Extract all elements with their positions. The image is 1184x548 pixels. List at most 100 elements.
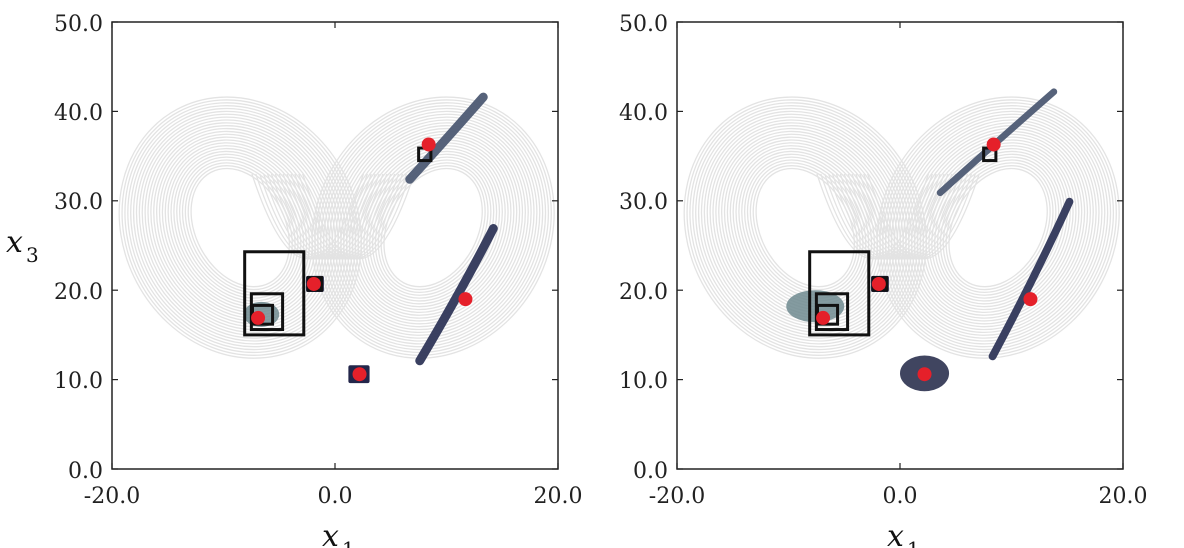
right-trajectory-loop xyxy=(738,150,873,305)
left-trajectory-loop xyxy=(317,102,550,354)
right-attractor-trajectory xyxy=(683,96,1120,359)
left-trajectory-loop xyxy=(181,159,299,296)
right-trajectory-loop xyxy=(890,110,1106,345)
left-trajectory-loop xyxy=(187,165,293,291)
right-cluster-band xyxy=(988,197,1074,361)
right-trajectory-loop xyxy=(911,130,1086,325)
left-trajectory-loop xyxy=(320,105,547,351)
right-trajectory-loop xyxy=(746,159,864,296)
right-cluster-band xyxy=(936,88,1058,197)
left-cluster-band xyxy=(415,224,498,366)
right-trajectory-loop xyxy=(922,142,1074,314)
right-red-point xyxy=(917,367,932,382)
right-red-point xyxy=(816,310,831,325)
right-trajectory-loop xyxy=(718,130,893,325)
right-ytick-label: 20.0 xyxy=(619,280,668,305)
left-trajectory-loop xyxy=(147,125,334,331)
right-trajectory-loop xyxy=(721,133,890,322)
left-trajectory-loop xyxy=(118,96,362,359)
left-cluster-band xyxy=(405,92,488,184)
right-ytick-label: 0.0 xyxy=(633,459,668,484)
right-trajectory-loop xyxy=(735,147,876,308)
right-trajectory-loop xyxy=(876,96,1120,359)
right-trajectory-loop xyxy=(712,125,899,331)
left-trajectory-loop xyxy=(170,147,311,308)
right-trajectory-loop xyxy=(697,110,913,345)
left-trajectory-strand xyxy=(302,173,415,260)
right-trajectory-loop xyxy=(908,127,1089,328)
right-trajectory-loop xyxy=(732,145,878,311)
left-red-point xyxy=(306,276,321,291)
left-ytick-label: 40.0 xyxy=(54,101,103,126)
left-ytick-label: 10.0 xyxy=(54,369,103,394)
left-trajectory-loop xyxy=(173,150,308,305)
right-trajectory-loop xyxy=(686,99,925,356)
right-trajectory-loop xyxy=(715,127,896,328)
left-attractor-trajectory xyxy=(118,96,555,359)
left-ytick-label: 20.0 xyxy=(54,280,103,305)
right-trajectory-loop xyxy=(706,119,904,336)
left-trajectory-loop xyxy=(334,119,532,336)
left-region-box xyxy=(243,250,306,337)
right-xtick-label: 20.0 xyxy=(1099,484,1148,509)
left-red-point xyxy=(458,292,473,307)
left-xtick-label: -20.0 xyxy=(84,484,140,509)
right-xtick-label: 0.0 xyxy=(883,484,918,509)
right-trajectory-loop xyxy=(942,162,1054,294)
left-trajectory-loop xyxy=(346,130,521,325)
left-trajectory-loop xyxy=(150,127,331,328)
right-red-point xyxy=(986,137,1001,152)
left-trajectory-loop xyxy=(363,147,503,308)
right-ytick-label: 40.0 xyxy=(619,101,668,126)
right-xtick-label: -20.0 xyxy=(649,484,705,509)
right-red-point xyxy=(871,276,886,291)
right-red-point xyxy=(1023,292,1038,307)
left-ytick-label: 30.0 xyxy=(54,190,103,215)
right-trajectory-loop xyxy=(683,96,927,359)
left-trajectory-loop xyxy=(314,99,552,356)
right-trajectory-loop xyxy=(723,136,887,319)
left-trajectory-loop xyxy=(141,119,339,336)
left-red-point xyxy=(352,367,367,382)
left-trajectory-loop xyxy=(121,99,360,356)
right-trajectory-loop xyxy=(882,102,1115,354)
left-trajectory-loop xyxy=(144,122,336,334)
left-trajectory-loop xyxy=(124,102,357,354)
right-trajectory-loop xyxy=(885,105,1112,351)
right-xlabel-var: x xyxy=(887,519,904,548)
left-trajectory-loop xyxy=(127,105,354,351)
right-trajectory-loop xyxy=(752,165,858,291)
left-red-point xyxy=(421,137,436,152)
right-ytick-label: 30.0 xyxy=(619,190,668,215)
left-ylabel-var: x xyxy=(6,225,23,260)
left-trajectory-loop xyxy=(132,110,348,345)
right-trajectory-loop xyxy=(749,162,861,294)
right-xlabel-sub: 1 xyxy=(907,537,920,548)
right-ytick-label: 10.0 xyxy=(619,369,668,394)
left-trajectory-loop xyxy=(325,110,541,345)
left-trajectory-loop xyxy=(360,145,506,311)
left-xlabel-sub: 1 xyxy=(342,537,355,548)
left-trajectory-loop xyxy=(184,162,296,294)
left-trajectory-loop xyxy=(348,133,518,322)
left-panel xyxy=(111,21,559,470)
left-ytick-label: 50.0 xyxy=(54,12,103,37)
right-trajectory-loop xyxy=(899,119,1097,336)
left-ytick-label: 0.0 xyxy=(68,459,103,484)
left-trajectory-loop xyxy=(357,142,509,314)
left-red-point xyxy=(251,310,266,325)
right-ytick-label: 50.0 xyxy=(619,12,668,37)
right-trajectory-strand xyxy=(867,173,980,260)
left-ylabel-sub: 3 xyxy=(26,243,39,267)
right-trajectory-loop xyxy=(905,125,1091,331)
left-trajectory-loop xyxy=(153,130,328,325)
left-trajectory-loop xyxy=(343,127,524,328)
right-trajectory-loop xyxy=(902,122,1094,334)
left-xlabel-var: x xyxy=(322,519,339,548)
left-trajectory-loop xyxy=(337,122,529,334)
left-trajectory-loop xyxy=(340,125,526,331)
right-trajectory-loop xyxy=(879,99,1117,356)
right-trajectory-loop xyxy=(925,145,1071,311)
right-trajectory-loop xyxy=(709,122,901,334)
